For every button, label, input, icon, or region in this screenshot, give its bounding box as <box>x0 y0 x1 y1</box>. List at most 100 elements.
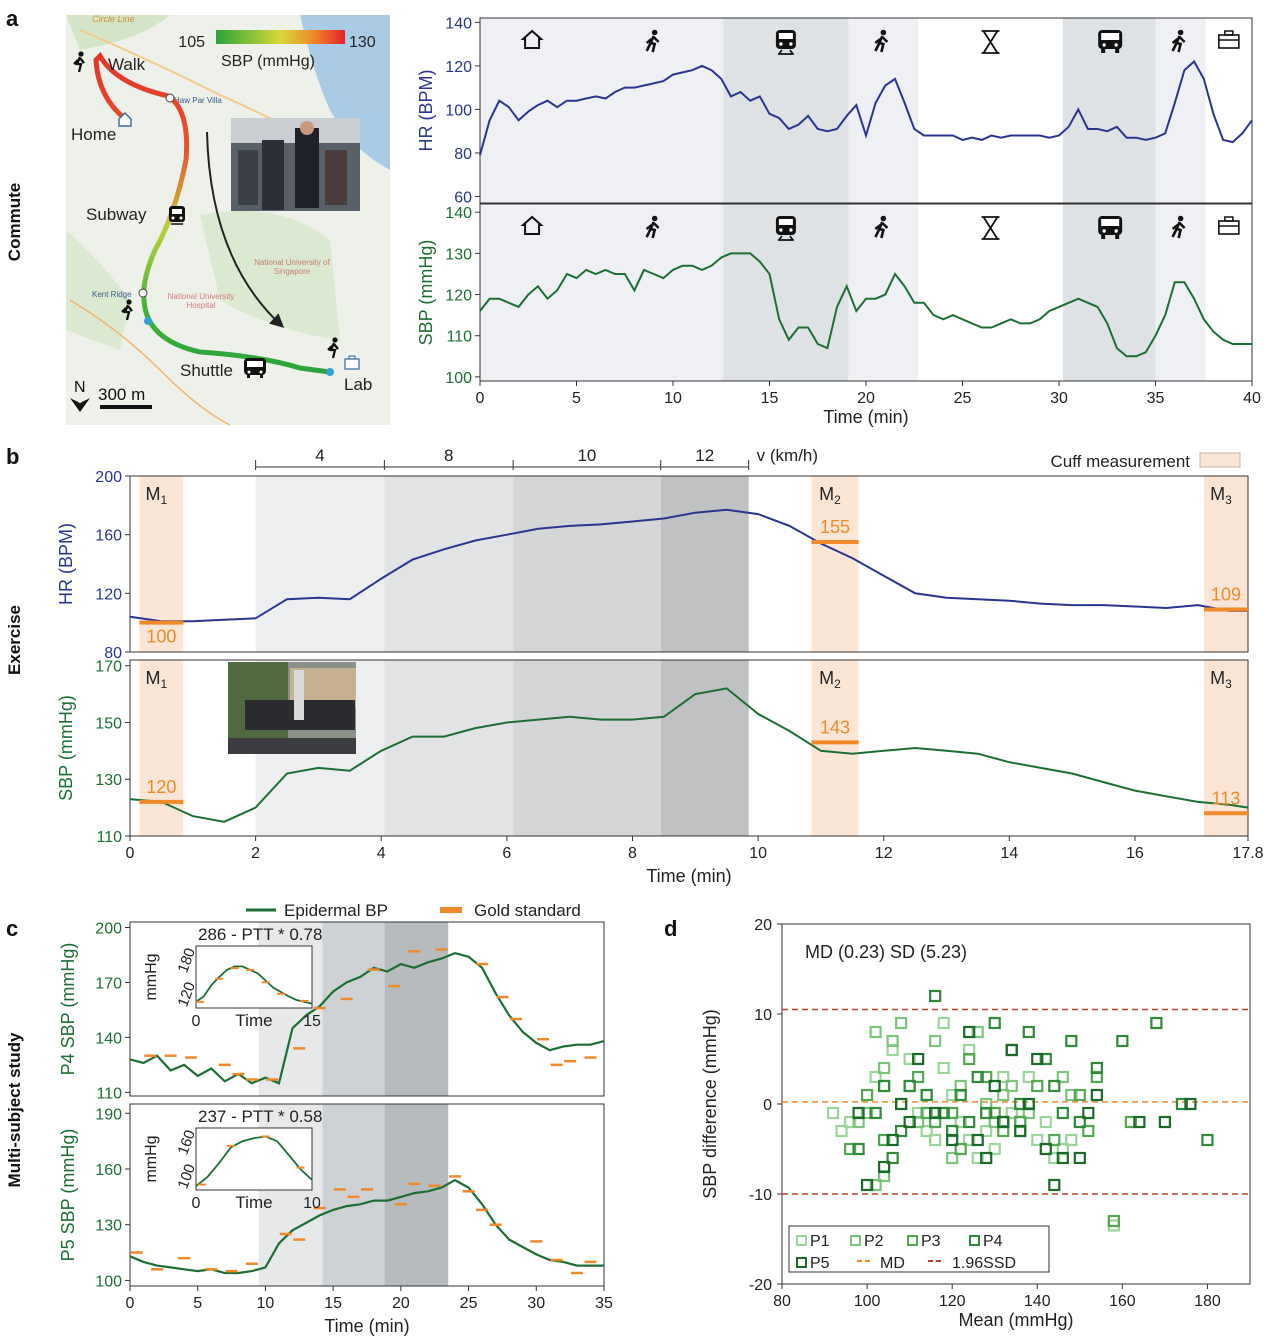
x-axis-label: Mean (mmHg) <box>958 1310 1073 1330</box>
point-P4 <box>954 1088 967 1102</box>
x-tick-label: 30 <box>1050 390 1068 407</box>
walk-icon <box>645 215 660 239</box>
point-P1 <box>843 1115 857 1129</box>
point-P2 <box>997 1088 1010 1102</box>
y-tick-label: 0 <box>763 1097 772 1114</box>
point-P4 <box>1073 1115 1086 1129</box>
point-P3 <box>1107 1214 1120 1228</box>
subway-icon <box>775 30 796 55</box>
x-tick-label: 8 <box>628 845 637 862</box>
point-P1 <box>1065 1133 1078 1147</box>
x-tick-label: 80 <box>773 1293 791 1310</box>
y-tick-label: 200 <box>95 920 122 937</box>
map-subway-icon <box>169 206 185 225</box>
point-P5 <box>1073 1151 1086 1165</box>
x-tick-label: 25 <box>954 390 972 407</box>
point-P5 <box>946 1133 959 1147</box>
cuff-window-sub: 2 <box>834 493 841 507</box>
subway-rail <box>777 235 794 241</box>
shuttle-stop-marker <box>144 317 152 325</box>
x-tick-label: 35 <box>595 1295 613 1312</box>
point-P2 <box>1056 1070 1069 1084</box>
point-P1 <box>1048 1151 1061 1165</box>
x-tick-label: 0 <box>126 845 135 862</box>
y-tick-label: 130 <box>445 246 472 263</box>
point-P4 <box>1150 1016 1163 1030</box>
point-P4 <box>1048 1079 1061 1093</box>
point-P3 <box>954 1142 967 1156</box>
y-tick-label: 120 <box>95 586 122 603</box>
map-label-nus-box: National University of Singapore <box>254 258 330 276</box>
map-park-1 <box>66 15 170 50</box>
inset-line <box>195 1135 313 1187</box>
x-tick-label: 20 <box>857 390 875 407</box>
briefcase-handle <box>1224 216 1234 222</box>
shuttle-icon <box>1098 30 1123 53</box>
y-axis-label: P5 SBP (mmHg) <box>58 1129 78 1262</box>
subway-rail <box>777 49 794 55</box>
point-P5 <box>929 1106 942 1120</box>
subway-light <box>779 228 783 232</box>
legend-swatch-P3 <box>907 1235 918 1246</box>
map-label-home: Home <box>71 125 116 144</box>
walk-icon <box>874 215 889 239</box>
point-P3 <box>1124 1115 1137 1129</box>
map-label-walk: Walk <box>108 55 146 74</box>
legend-swatch-P1 <box>796 1235 807 1246</box>
legend-swatch-P4 <box>969 1235 980 1246</box>
b_sbp-line <box>129 687 1249 823</box>
point-P4 <box>980 1106 993 1120</box>
subway-body <box>775 216 796 235</box>
panel-letter-a: a <box>6 6 19 31</box>
map-home-icon <box>118 111 132 127</box>
y-axis-label: P4 SBP (mmHg) <box>58 943 78 1076</box>
point-P4 <box>895 1124 908 1138</box>
map-park-2 <box>200 210 340 340</box>
speed-band <box>513 476 661 652</box>
subway-window <box>778 219 793 225</box>
walk-body <box>645 35 660 53</box>
chart-a-hr: 60 80 100 120 140 HR (BPM) <box>416 15 1253 206</box>
point-P2 <box>1065 1088 1078 1102</box>
point-P1 <box>929 1133 942 1147</box>
gold-standard-label: 155 <box>820 517 850 537</box>
point-P1 <box>937 1061 950 1075</box>
y-tick-label: 80 <box>104 645 122 662</box>
x-axis-label: Time (min) <box>324 1316 409 1336</box>
x-tick-label: 30 <box>527 1295 545 1312</box>
activity-band-home <box>480 18 587 203</box>
inset-x-label: Time <box>235 1193 272 1212</box>
point-P5 <box>1039 1142 1052 1156</box>
point-P5 <box>988 1079 1001 1093</box>
point-P2 <box>929 1034 942 1048</box>
point-P5 <box>1022 1097 1035 1111</box>
map-label-nuh: National University Hospital <box>167 292 235 310</box>
kent-ridge-station-marker <box>138 288 148 298</box>
inset-y-label: mmHg <box>143 1135 160 1182</box>
scale-bar <box>100 405 152 409</box>
point-P5 <box>886 1133 899 1147</box>
colorbar <box>216 30 345 44</box>
point-P1 <box>946 1088 959 1102</box>
map-label-circle-line: Circle Line <box>92 14 135 24</box>
x-tick-label: 12 <box>875 845 893 862</box>
map-lab-icon <box>344 355 360 370</box>
walk-body <box>874 221 889 239</box>
point-P5 <box>1005 1043 1018 1057</box>
speed-label: 8 <box>444 446 453 465</box>
y-tick-label: 20 <box>754 917 772 934</box>
legend-label-P3: P3 <box>921 1233 941 1250</box>
map-park-3 <box>66 230 130 350</box>
shuttle-icon <box>1098 216 1123 239</box>
scale-label: 300 m <box>98 385 145 404</box>
point-P1 <box>903 1052 916 1066</box>
point-P1 <box>997 1070 1010 1084</box>
colorbar-label: SBP (mmHg) <box>221 53 315 70</box>
walk-body <box>1171 35 1186 53</box>
inset-y-label: mmHg <box>143 953 160 1000</box>
walk-head <box>651 29 658 36</box>
point-P5 <box>895 1097 908 1111</box>
y-axis-label: HR (BPM) <box>416 70 436 152</box>
walk-head <box>880 29 887 36</box>
x-tick-label: 10 <box>257 1295 275 1312</box>
